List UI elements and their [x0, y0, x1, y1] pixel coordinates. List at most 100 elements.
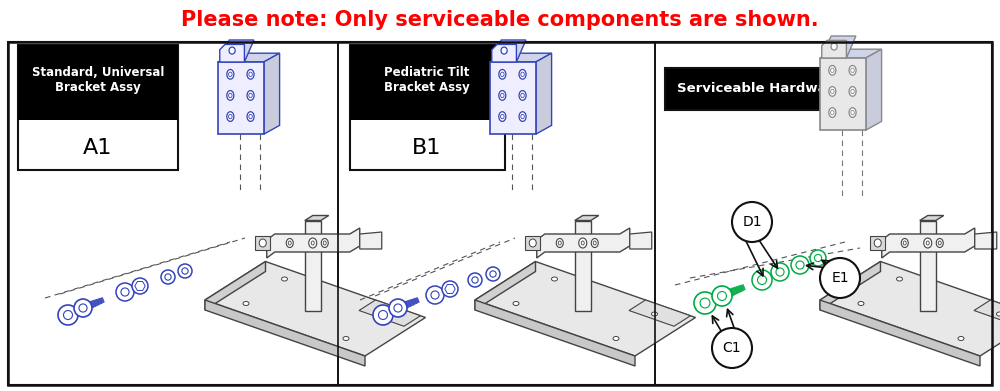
- Polygon shape: [822, 40, 846, 58]
- Polygon shape: [381, 303, 406, 319]
- Polygon shape: [882, 228, 975, 258]
- Polygon shape: [703, 291, 730, 308]
- Circle shape: [771, 263, 789, 281]
- Ellipse shape: [958, 337, 964, 341]
- Polygon shape: [475, 262, 696, 356]
- Polygon shape: [720, 285, 745, 300]
- Ellipse shape: [581, 241, 584, 245]
- Ellipse shape: [831, 43, 837, 50]
- Ellipse shape: [552, 277, 558, 281]
- Ellipse shape: [924, 238, 932, 248]
- Polygon shape: [822, 36, 856, 58]
- Ellipse shape: [849, 108, 856, 117]
- Ellipse shape: [874, 239, 881, 247]
- Ellipse shape: [529, 239, 536, 247]
- Ellipse shape: [323, 241, 326, 245]
- Polygon shape: [475, 262, 536, 310]
- Ellipse shape: [858, 301, 864, 305]
- Polygon shape: [264, 53, 280, 134]
- Polygon shape: [492, 45, 516, 62]
- Text: Serviceable Hardware: Serviceable Hardware: [677, 83, 843, 95]
- Circle shape: [373, 305, 393, 325]
- Polygon shape: [305, 221, 321, 310]
- Polygon shape: [81, 298, 104, 312]
- Ellipse shape: [519, 112, 526, 121]
- Polygon shape: [218, 62, 264, 134]
- Polygon shape: [575, 215, 599, 221]
- Polygon shape: [205, 300, 365, 366]
- Polygon shape: [920, 221, 936, 310]
- Ellipse shape: [499, 112, 506, 121]
- Polygon shape: [205, 262, 426, 356]
- Circle shape: [752, 270, 772, 290]
- Circle shape: [116, 283, 134, 301]
- Polygon shape: [820, 262, 1000, 356]
- Circle shape: [712, 286, 732, 306]
- Ellipse shape: [926, 241, 929, 245]
- Polygon shape: [537, 228, 630, 258]
- Ellipse shape: [247, 91, 254, 100]
- Circle shape: [132, 278, 148, 294]
- Ellipse shape: [938, 241, 941, 245]
- Polygon shape: [267, 228, 360, 258]
- Circle shape: [178, 264, 192, 278]
- Polygon shape: [220, 40, 254, 62]
- Circle shape: [694, 292, 716, 314]
- Ellipse shape: [936, 239, 943, 248]
- Ellipse shape: [519, 91, 526, 100]
- Polygon shape: [820, 300, 980, 366]
- Ellipse shape: [227, 91, 234, 100]
- Ellipse shape: [558, 241, 561, 245]
- Polygon shape: [359, 300, 420, 326]
- Ellipse shape: [849, 86, 856, 96]
- Ellipse shape: [227, 70, 234, 79]
- Polygon shape: [820, 49, 882, 58]
- Polygon shape: [629, 300, 690, 326]
- Circle shape: [74, 299, 92, 317]
- Circle shape: [161, 270, 175, 284]
- Ellipse shape: [849, 65, 856, 75]
- Text: Please note: Only serviceable components are shown.: Please note: Only serviceable components…: [181, 10, 819, 30]
- Polygon shape: [66, 303, 91, 319]
- Ellipse shape: [288, 241, 291, 245]
- Polygon shape: [820, 262, 881, 310]
- Ellipse shape: [501, 47, 507, 54]
- Polygon shape: [820, 58, 866, 130]
- Text: C1: C1: [723, 341, 741, 355]
- Polygon shape: [218, 53, 280, 62]
- Polygon shape: [665, 68, 855, 110]
- Polygon shape: [536, 53, 552, 134]
- Polygon shape: [492, 40, 526, 62]
- Ellipse shape: [593, 241, 596, 245]
- Polygon shape: [350, 45, 505, 170]
- Circle shape: [712, 328, 752, 368]
- Polygon shape: [490, 62, 536, 134]
- Polygon shape: [396, 298, 419, 312]
- Ellipse shape: [282, 277, 288, 281]
- Ellipse shape: [903, 241, 906, 245]
- Polygon shape: [475, 300, 635, 366]
- Ellipse shape: [259, 239, 266, 247]
- Polygon shape: [974, 300, 1000, 326]
- Circle shape: [810, 250, 826, 266]
- Circle shape: [820, 258, 860, 298]
- Ellipse shape: [229, 47, 235, 54]
- Polygon shape: [920, 215, 944, 221]
- Ellipse shape: [227, 112, 234, 121]
- Circle shape: [486, 267, 500, 281]
- Ellipse shape: [243, 301, 249, 305]
- Ellipse shape: [901, 239, 908, 248]
- Ellipse shape: [247, 112, 254, 121]
- Circle shape: [468, 273, 482, 287]
- Ellipse shape: [321, 239, 328, 248]
- Circle shape: [442, 281, 458, 297]
- Polygon shape: [305, 215, 329, 221]
- Ellipse shape: [247, 70, 254, 79]
- Circle shape: [791, 256, 809, 274]
- Polygon shape: [490, 53, 552, 62]
- Circle shape: [732, 202, 772, 242]
- Ellipse shape: [579, 238, 587, 248]
- Text: Standard, Universal
Bracket Assy: Standard, Universal Bracket Assy: [32, 66, 164, 94]
- Circle shape: [58, 305, 78, 325]
- Polygon shape: [575, 221, 591, 310]
